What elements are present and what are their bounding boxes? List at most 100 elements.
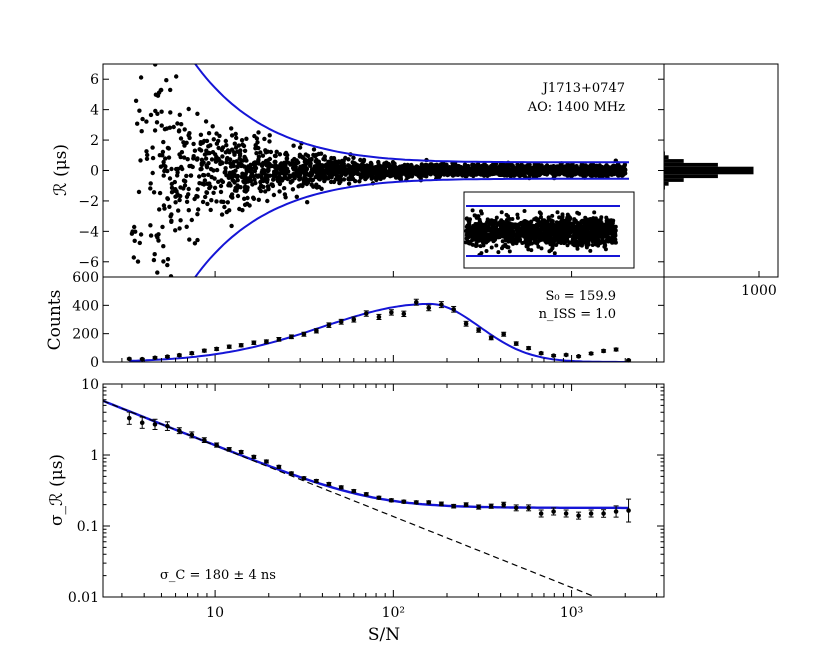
inset-point <box>536 244 541 249</box>
residual-point <box>148 233 154 238</box>
inset-point <box>539 246 544 251</box>
residual-point <box>283 195 288 200</box>
counts-point <box>264 339 269 344</box>
inset-point <box>570 229 575 234</box>
residual-point <box>347 176 352 181</box>
inset-point <box>585 227 590 232</box>
residual-point <box>138 75 144 80</box>
residual-point <box>599 171 604 176</box>
inset-point <box>484 237 489 241</box>
residual-point <box>404 169 409 174</box>
inset-point <box>579 220 584 225</box>
residual-point <box>203 119 209 124</box>
residual-point <box>290 187 296 192</box>
residual-point <box>186 186 191 192</box>
residual-point <box>608 170 613 175</box>
residual-point <box>253 165 259 171</box>
inset-point <box>541 235 546 240</box>
residual-point <box>242 202 248 207</box>
residual-point <box>152 128 158 133</box>
inset-point <box>553 226 558 231</box>
residual-point <box>169 219 174 224</box>
sigma-point <box>338 485 344 490</box>
residual-point <box>218 183 224 189</box>
residual-point <box>148 181 153 186</box>
sigma-point <box>476 504 481 510</box>
residual-point <box>231 178 236 183</box>
residual-point <box>551 164 556 169</box>
residual-point <box>151 190 157 195</box>
residual-point <box>284 171 289 176</box>
inset-point <box>493 237 497 242</box>
residual-point <box>346 157 351 162</box>
residual-point <box>442 172 447 177</box>
residual-point <box>169 166 174 172</box>
inset-point <box>533 240 538 245</box>
residual-point <box>234 159 239 164</box>
sigma-point <box>276 464 282 470</box>
sigma-point <box>214 442 219 448</box>
residual-point <box>214 199 219 204</box>
residual-point <box>409 168 414 174</box>
residual-point <box>150 145 155 150</box>
residual-point <box>158 88 163 93</box>
counts-point <box>226 344 232 350</box>
residual-point <box>151 257 157 263</box>
residual-point <box>219 199 224 204</box>
sigma-point <box>238 449 244 455</box>
residual-point <box>206 172 211 177</box>
residual-point <box>492 166 497 171</box>
sigma-ticks: 10 1 0.1 0.01 10 10² 10³ <box>68 377 664 621</box>
inset-point <box>526 238 531 243</box>
inset-point <box>507 221 512 226</box>
counts-point <box>563 352 569 358</box>
residual-point <box>584 172 589 177</box>
residual-point <box>534 167 540 173</box>
inset-point <box>603 243 608 248</box>
residual-point <box>177 197 182 203</box>
residual-point <box>204 138 210 144</box>
residual-point <box>245 195 250 201</box>
residual-point <box>310 177 316 183</box>
residual-point <box>547 170 553 175</box>
counts-point <box>551 353 556 358</box>
residual-point <box>209 157 215 162</box>
residual-point <box>160 224 165 230</box>
histogram-bar <box>664 162 718 167</box>
inset-point <box>554 243 559 247</box>
residual-point <box>263 189 268 194</box>
residual-point <box>156 40 160 44</box>
inset-point <box>604 232 609 237</box>
histogram-bar <box>664 181 669 186</box>
residual-point <box>390 170 395 175</box>
residual-point <box>202 152 208 157</box>
inset-point <box>495 221 500 226</box>
residual-point <box>171 124 176 130</box>
residual-point <box>144 156 150 161</box>
residual-point <box>169 185 175 190</box>
inset-point <box>577 211 581 216</box>
residual-point <box>260 153 266 158</box>
inset-point <box>555 234 560 239</box>
residual-point <box>327 168 332 173</box>
inset-point <box>591 232 596 237</box>
residual-point <box>376 164 381 169</box>
residual-point <box>205 201 210 207</box>
inset-point <box>486 225 491 230</box>
sigma-points <box>126 411 632 523</box>
residual-point <box>297 145 303 150</box>
counts-point <box>251 340 257 346</box>
counts-point <box>165 354 170 359</box>
sigma-point <box>139 420 145 426</box>
counts-point <box>376 314 382 320</box>
residual-point <box>261 169 266 174</box>
inset-point <box>609 219 614 224</box>
residual-point <box>304 166 310 171</box>
residual-point <box>352 161 357 166</box>
residual-point <box>132 224 137 230</box>
inset-point <box>526 247 531 252</box>
residual-point <box>446 169 451 174</box>
inset-point <box>499 224 504 229</box>
counts-point <box>501 331 506 337</box>
inset-point <box>468 217 472 222</box>
